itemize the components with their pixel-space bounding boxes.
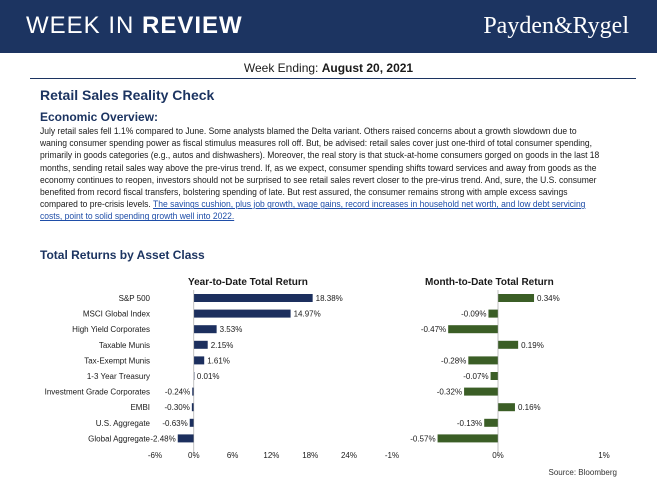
ytd-category-label: Tax-Exempt Munis — [84, 356, 150, 365]
ytd-value-label: -2.48% — [150, 434, 175, 443]
mtd-value-label: 0.16% — [518, 403, 541, 412]
ytd-category-label: S&P 500 — [119, 294, 151, 303]
section-heading: Economic Overview: — [40, 110, 159, 124]
ytd-value-label: 0.01% — [197, 372, 220, 381]
mtd-value-label: -0.57% — [410, 434, 435, 443]
article-title: Retail Sales Reality Check — [40, 87, 215, 103]
mtd-value-label: -0.09% — [461, 310, 486, 319]
newsletter-title: WEEK IN REVIEW — [26, 12, 243, 40]
week-ending: Week Ending: August 20, 2021 — [0, 61, 657, 75]
title-thin: WEEK IN — [26, 12, 143, 39]
mtd-bar — [468, 356, 498, 365]
ytd-tick-label: 6% — [227, 451, 239, 460]
mtd-bar — [437, 434, 498, 443]
mtd-value-label: 0.19% — [521, 341, 544, 350]
ytd-bar — [193, 294, 313, 302]
ytd-category-label: Investment Grade Corporates — [45, 388, 150, 397]
ytd-tick-label: 24% — [341, 451, 357, 460]
ytd-bar — [192, 387, 194, 396]
ytd-bar — [177, 434, 194, 443]
mtd-value-label: -0.47% — [421, 325, 446, 334]
ytd-category-label: High Yield Corporates — [72, 325, 150, 334]
ytd-tick-label: 18% — [302, 451, 318, 460]
ytd-chart-title: Year-to-Date Total Return — [188, 277, 308, 288]
mtd-bar — [464, 387, 498, 396]
ytd-bar — [193, 309, 291, 318]
body-text: July retail sales fell 1.1% compared to … — [40, 126, 600, 210]
ytd-value-label: 18.38% — [316, 294, 343, 303]
mtd-tick-label: 0% — [492, 451, 504, 460]
body-link[interactable]: The savings cushion, plus job growth, wa… — [40, 199, 586, 222]
mtd-value-label: -0.28% — [441, 356, 466, 365]
article-body: July retail sales fell 1.1% compared to … — [40, 125, 601, 223]
divider — [30, 78, 636, 79]
returns-heading: Total Returns by Asset Class — [40, 248, 205, 262]
week-label: Week Ending: — [243, 61, 322, 75]
mtd-bar — [498, 403, 515, 412]
ytd-value-label: 3.53% — [220, 325, 243, 334]
ytd-value-label: 14.97% — [294, 310, 321, 319]
brand-logo: Payden&Rygel — [483, 13, 629, 39]
ytd-value-label: -0.30% — [165, 403, 190, 412]
ytd-bar — [191, 403, 194, 412]
ytd-category-label: MSCI Global Index — [83, 310, 150, 319]
mtd-value-label: -0.13% — [457, 419, 482, 428]
ytd-tick-label: 0% — [188, 451, 200, 460]
mtd-value-label: -0.32% — [437, 388, 462, 397]
ytd-category-label: EMBI — [130, 403, 150, 412]
ytd-value-label: -0.24% — [165, 388, 190, 397]
ytd-bar — [193, 325, 217, 334]
mtd-bar — [484, 418, 498, 427]
ytd-category-label: U.S. Aggregate — [96, 419, 151, 428]
ytd-bar — [193, 340, 208, 349]
mtd-bar — [490, 372, 498, 380]
mtd-bar — [448, 325, 498, 334]
ytd-value-label: 2.15% — [211, 341, 234, 350]
ytd-category-label: Global Aggregate — [88, 434, 150, 443]
mtd-value-label: 0.34% — [537, 294, 560, 303]
mtd-chart-title: Month-to-Date Total Return — [425, 277, 554, 288]
mtd-bar — [498, 340, 519, 349]
mtd-tick-label: 1% — [598, 451, 610, 460]
title-bold: REVIEW — [142, 12, 243, 39]
source-note: Source: Bloomberg — [548, 468, 617, 477]
ytd-tick-label: -6% — [148, 451, 162, 460]
ytd-bar — [189, 418, 194, 427]
mtd-value-label: -0.07% — [463, 372, 488, 381]
mtd-bar — [498, 294, 535, 302]
ytd-tick-label: 12% — [263, 451, 279, 460]
ytd-value-label: 1.61% — [207, 356, 230, 365]
ytd-category-label: Taxable Munis — [99, 341, 150, 350]
week-date: August 20, 2021 — [321, 61, 414, 75]
header-banner: WEEK IN REVIEW Payden&Rygel — [0, 0, 657, 53]
ytd-bar — [193, 356, 205, 365]
mtd-bar — [488, 309, 498, 318]
ytd-category-label: 1-3 Year Treasury — [87, 372, 150, 381]
mtd-tick-label: -1% — [385, 451, 399, 460]
ytd-value-label: -0.63% — [162, 419, 187, 428]
